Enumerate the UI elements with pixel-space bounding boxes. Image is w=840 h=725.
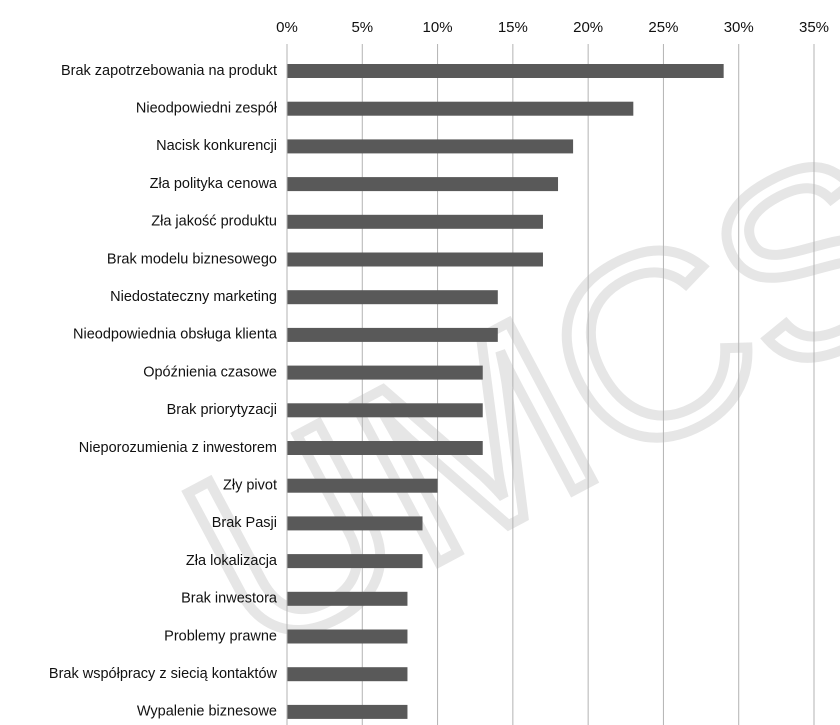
y-axis-labels: Brak zapotrzebowania na produkt Nieodpowi… (49, 63, 278, 720)
x-tick-label: 0% (276, 19, 298, 36)
bars (287, 64, 724, 719)
bar (287, 704, 408, 719)
bar (287, 365, 483, 380)
bar (287, 252, 543, 267)
category-label: Nieodpowiedni zespół (136, 101, 278, 117)
category-label: Brak Pasji (212, 515, 277, 531)
x-tick-label: 20% (573, 19, 603, 36)
x-axis-ticks: 0% 5% 10% 15% 20% 25% 30% 35% (276, 19, 829, 36)
category-label: Nacisk konkurencji (156, 138, 277, 154)
category-label: Brak modelu biznesowego (107, 251, 277, 267)
x-tick-label: 35% (799, 19, 829, 36)
x-tick-label: 5% (351, 19, 373, 36)
bar (287, 591, 408, 606)
x-tick-label: 15% (498, 19, 528, 36)
category-label: Niedostateczny marketing (110, 289, 277, 305)
category-label: Brak współpracy z siecią kontaktów (49, 666, 278, 682)
bar (287, 101, 634, 116)
category-label: Zła lokalizacja (186, 553, 278, 569)
bar (287, 667, 408, 682)
bar (287, 290, 498, 305)
category-label: Brak inwestora (181, 591, 278, 607)
bar (287, 327, 498, 342)
bar (287, 629, 408, 644)
category-label: Zła polityka cenowa (150, 176, 278, 192)
bar (287, 64, 724, 78)
category-label: Wypalenie biznesowe (137, 704, 277, 720)
bar (287, 441, 483, 455)
grid-lines (361, 44, 815, 725)
category-label: Nieodpowiednia obsługa klienta (73, 327, 278, 343)
category-label: Zły pivot (223, 478, 277, 494)
bar (287, 214, 543, 229)
category-label: Zła jakość produktu (151, 214, 277, 230)
category-label: Nieporozumienia z inwestorem (79, 440, 277, 456)
bar (287, 554, 423, 569)
category-label: Problemy prawne (164, 628, 277, 644)
bar (287, 403, 483, 418)
bar (287, 516, 423, 531)
x-tick-label: 10% (423, 19, 453, 36)
category-label: Brak zapotrzebowania na produkt (61, 63, 277, 79)
category-label: Opóźnienia czasowe (143, 364, 277, 380)
category-label: Brak priorytyzacji (167, 402, 277, 418)
bar (287, 139, 574, 154)
bar (287, 177, 559, 192)
x-tick-label: 25% (648, 19, 678, 36)
bar (287, 478, 438, 493)
x-tick-label: 30% (724, 19, 754, 36)
